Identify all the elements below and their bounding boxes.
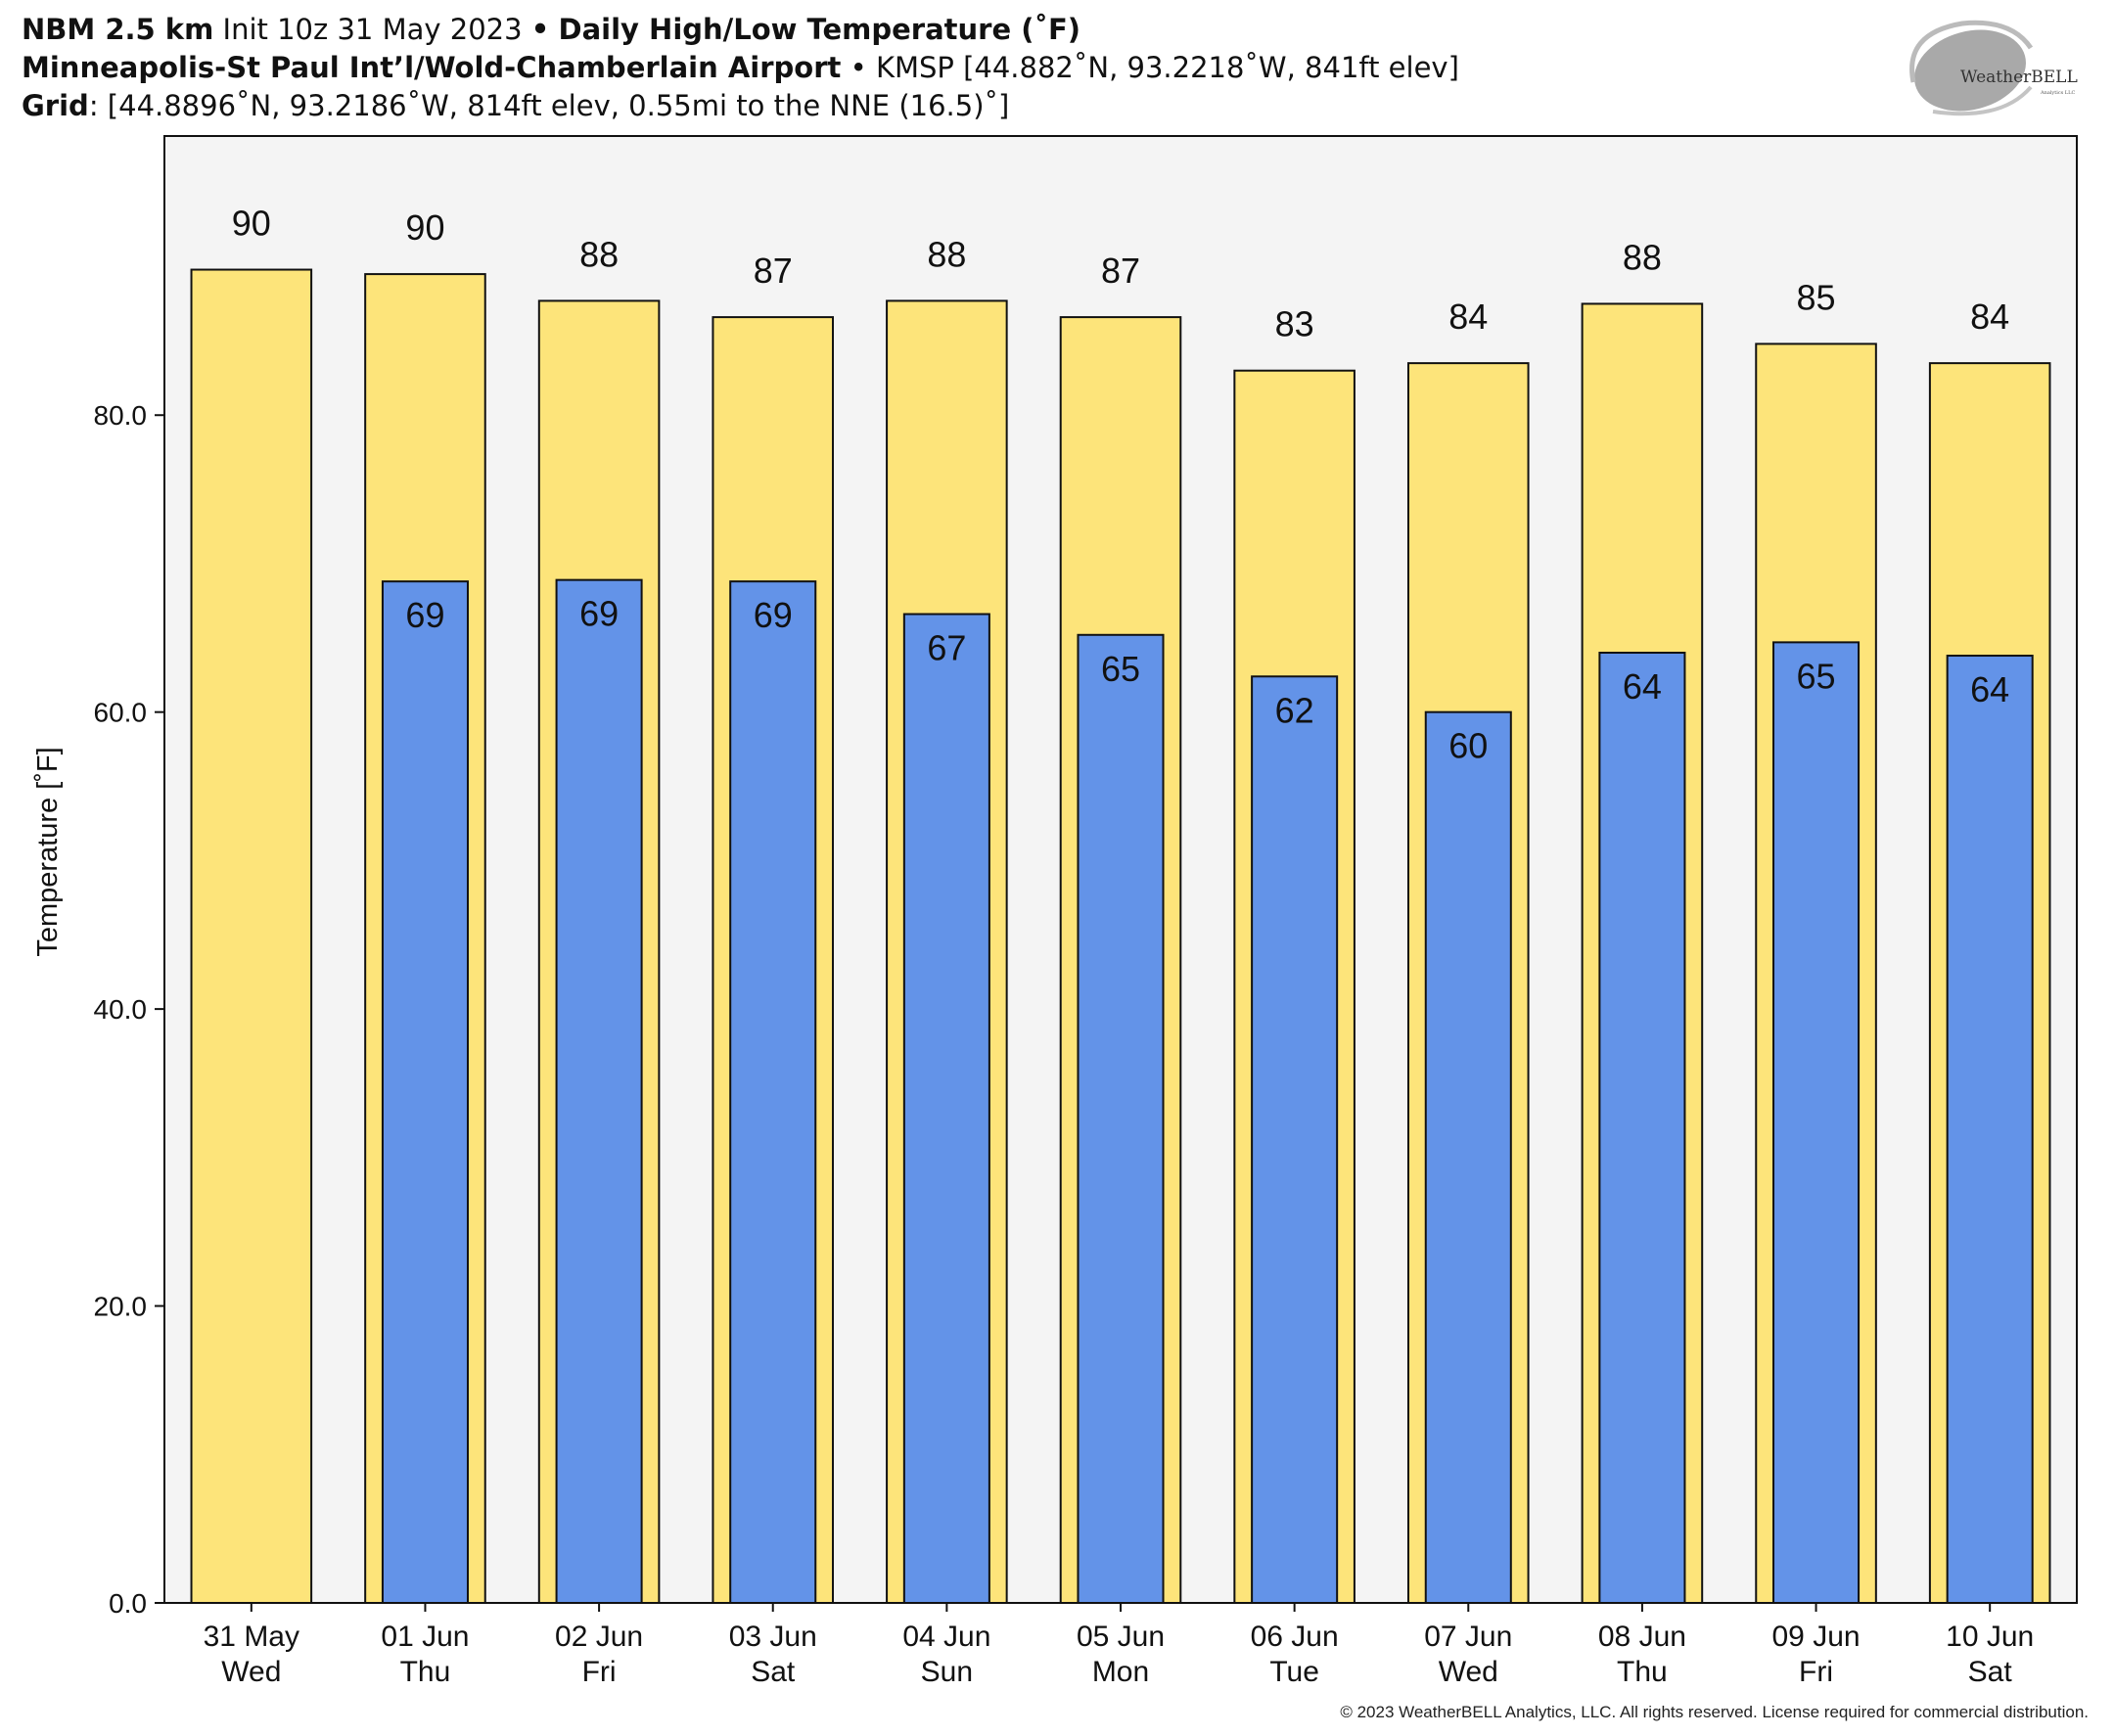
x-tick-date: 07 Jun bbox=[1424, 1621, 1512, 1653]
x-tick-weekday: Thu bbox=[1617, 1656, 1668, 1688]
x-tick-weekday: Thu bbox=[400, 1656, 451, 1688]
high-value-label: 87 bbox=[1101, 251, 1140, 291]
x-tick-weekday: Fri bbox=[582, 1656, 617, 1688]
x-tick-weekday: Fri bbox=[1799, 1656, 1833, 1688]
title-line-3: Grid: [44.8896˚N, 93.2186˚W, 814ft elev,… bbox=[22, 88, 1009, 123]
separator: • bbox=[850, 51, 867, 84]
x-tick-date: 03 Jun bbox=[729, 1621, 817, 1653]
station-name: Minneapolis-St Paul Int’l/Wold-Chamberla… bbox=[22, 51, 842, 84]
logo-text: WeatherBELL bbox=[1960, 68, 2078, 87]
y-axis: 0.0 20.0 40.0 60.0 80.0 bbox=[94, 400, 164, 1619]
low-value-label: 64 bbox=[1623, 666, 1662, 707]
x-tick-date: 05 Jun bbox=[1077, 1621, 1165, 1653]
x-tick-date: 02 Jun bbox=[555, 1621, 643, 1653]
low-value-label: 69 bbox=[405, 595, 444, 635]
high-value-label: 88 bbox=[927, 234, 966, 274]
x-tick-weekday: Sat bbox=[1968, 1656, 2013, 1688]
y-tick-label: 20.0 bbox=[94, 1292, 148, 1322]
low-bar bbox=[729, 580, 817, 1604]
low-bar bbox=[1251, 675, 1339, 1604]
y-axis-label: Temperature [˚F] bbox=[32, 747, 64, 956]
high-value-label: 90 bbox=[232, 204, 271, 244]
low-value-label: 60 bbox=[1448, 726, 1488, 766]
x-tick-date: 08 Jun bbox=[1598, 1621, 1686, 1653]
x-tick-date: 31 May bbox=[204, 1621, 299, 1653]
low-value-label: 67 bbox=[927, 628, 966, 668]
high-value-label: 90 bbox=[405, 207, 444, 248]
weatherbell-logo: WeatherBELL Analytics LLC bbox=[1909, 20, 2078, 116]
x-tick-date: 01 Jun bbox=[381, 1621, 469, 1653]
station-details: KMSP [44.882˚N, 93.2218˚W, 841ft elev] bbox=[875, 51, 1459, 84]
x-tick-weekday: Sun bbox=[921, 1656, 973, 1688]
bars-group: 90 90 69 88 69 87 69 88 67 87 65 83 62 84 60 88 64 85 65 84… bbox=[190, 204, 2051, 1605]
y-tick-label: 40.0 bbox=[94, 994, 148, 1025]
low-value-label: 62 bbox=[1275, 690, 1314, 730]
separator: • bbox=[530, 13, 550, 46]
x-tick-weekday: Wed bbox=[221, 1656, 281, 1688]
x-tick-weekday: Wed bbox=[1439, 1656, 1498, 1688]
high-value-label: 83 bbox=[1275, 304, 1314, 344]
low-bar bbox=[1077, 633, 1165, 1604]
x-tick-weekday: Sat bbox=[751, 1656, 796, 1688]
plot-frame bbox=[163, 135, 2078, 1604]
low-value-label: 65 bbox=[1101, 649, 1140, 689]
low-value-label: 64 bbox=[1970, 669, 2009, 709]
low-bar bbox=[1598, 651, 1686, 1604]
y-tick-label: 0.0 bbox=[109, 1588, 147, 1619]
y-tick-label: 60.0 bbox=[94, 698, 148, 728]
high-bar bbox=[190, 268, 313, 1604]
grid-label: Grid bbox=[22, 89, 89, 122]
title-line-1: NBM 2.5 km Init 10z 31 May 2023 • Daily … bbox=[22, 12, 1080, 47]
low-value-label: 65 bbox=[1797, 656, 1836, 696]
low-bar bbox=[381, 580, 469, 1604]
x-tick-date: 06 Jun bbox=[1251, 1621, 1339, 1653]
init-time: Init 10z 31 May 2023 bbox=[222, 13, 523, 46]
grid-details: : [44.8896˚N, 93.2186˚W, 814ft elev, 0.5… bbox=[88, 89, 1010, 122]
high-value-label: 88 bbox=[579, 234, 619, 274]
title-line-2: Minneapolis-St Paul Int’l/Wold-Chamberla… bbox=[22, 50, 1459, 85]
x-tick-weekday: Tue bbox=[1269, 1656, 1319, 1688]
product-name: Daily High/Low Temperature (˚F) bbox=[558, 13, 1081, 46]
logo-arc-icon bbox=[1909, 20, 2034, 83]
logo-swirl-icon bbox=[1914, 29, 2026, 112]
model-name: NBM 2.5 km bbox=[22, 13, 214, 46]
high-value-label: 84 bbox=[1970, 297, 2009, 337]
x-tick-weekday: Mon bbox=[1092, 1656, 1149, 1688]
y-tick-label: 80.0 bbox=[94, 400, 148, 431]
copyright-footer: © 2023 WeatherBELL Analytics, LLC. All r… bbox=[1340, 1703, 2089, 1721]
low-bar bbox=[1424, 710, 1512, 1604]
low-bar bbox=[1946, 655, 2034, 1604]
high-value-label: 85 bbox=[1797, 277, 1836, 317]
low-bar bbox=[555, 578, 643, 1604]
low-value-label: 69 bbox=[754, 595, 793, 635]
high-value-label: 88 bbox=[1623, 237, 1662, 277]
logo-subtext: Analytics LLC bbox=[2040, 90, 2075, 96]
low-bar bbox=[1772, 641, 1861, 1604]
high-value-label: 84 bbox=[1448, 297, 1488, 337]
x-tick-date: 04 Jun bbox=[902, 1621, 990, 1653]
logo-arc-icon bbox=[1932, 85, 2033, 116]
low-bar bbox=[902, 613, 990, 1604]
x-tick-date: 09 Jun bbox=[1772, 1621, 1861, 1653]
high-value-label: 87 bbox=[754, 251, 793, 291]
low-value-label: 69 bbox=[579, 594, 619, 634]
x-tick-date: 10 Jun bbox=[1946, 1621, 2034, 1653]
